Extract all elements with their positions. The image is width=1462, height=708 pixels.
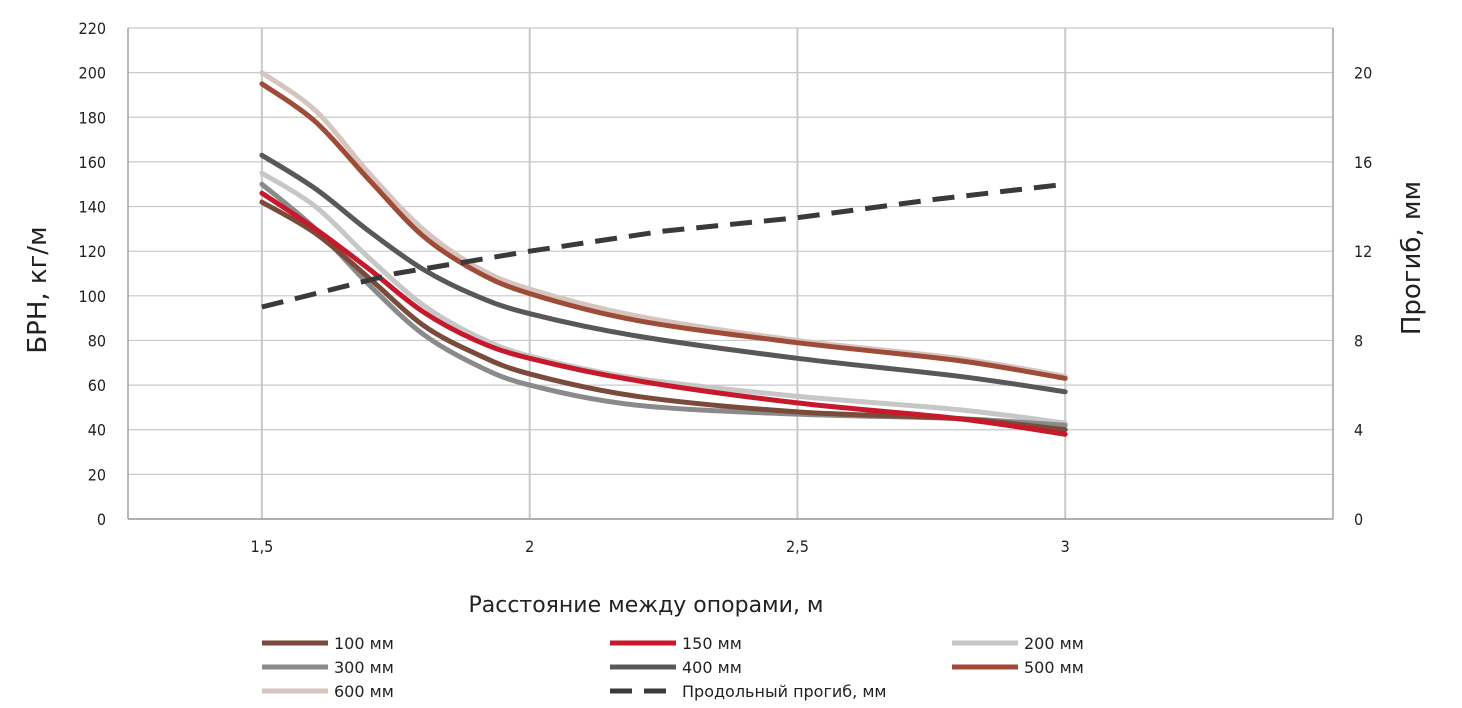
y-axis-label: БРН, кг/м <box>23 226 53 353</box>
y2-tick-label: 20 <box>1354 64 1372 83</box>
y-tick-label: 180 <box>79 108 106 127</box>
y2-tick-label: 4 <box>1354 421 1363 440</box>
legend-item-600-мм: 600 мм <box>262 682 394 701</box>
legend-label: 600 мм <box>334 682 394 701</box>
plot-frame <box>127 28 1334 520</box>
y2-axis-label: Прогиб, мм <box>1397 181 1427 335</box>
x-tick-label: 2 <box>525 537 534 556</box>
y-tick-label: 80 <box>88 331 106 350</box>
y2-tick-label: 0 <box>1354 510 1363 529</box>
legend-label: Продольный прогиб, мм <box>682 682 886 701</box>
y2-tick-label: 12 <box>1354 242 1372 261</box>
y-tick-label: 20 <box>88 465 106 484</box>
x-tick-label: 3 <box>1061 537 1070 556</box>
y-tick-label: 40 <box>88 421 106 440</box>
series-line-100-мм <box>259 199 1068 433</box>
y2-tick-label: 8 <box>1354 331 1363 350</box>
grid-lines <box>128 27 1333 520</box>
y-tick-label: 100 <box>79 287 106 306</box>
legend-label: 500 мм <box>1024 658 1084 677</box>
legend: 100 мм 150 мм 200 мм 300 мм 400 мм 500 мм 600 … <box>262 634 1084 701</box>
legend-item-150-мм: 150 мм <box>610 634 742 653</box>
legend-item-500-мм: 500 мм <box>952 658 1084 677</box>
x-axis-label: Расстояние между опорами, м <box>468 593 823 618</box>
y-tick-label: 160 <box>79 153 106 172</box>
legend-label: 400 мм <box>682 658 742 677</box>
x-tick-label: 1,5 <box>250 537 273 556</box>
y-tick-label: 0 <box>97 510 106 529</box>
legend-item-200-мм: 200 мм <box>952 634 1084 653</box>
y2-tick-label: 16 <box>1354 153 1372 172</box>
legend-item-100-мм: 100 мм <box>262 634 394 653</box>
legend-label: 300 мм <box>334 658 394 677</box>
y-tick-label: 120 <box>79 242 106 261</box>
legend-label: 150 мм <box>682 634 742 653</box>
y-tick-label: 200 <box>79 64 106 83</box>
legend-item-400-мм: 400 мм <box>610 658 742 677</box>
x-tick-label: 2,5 <box>786 537 809 556</box>
legend-item-продольный-прогиб-мм: Продольный прогиб, мм <box>610 682 886 701</box>
series-line-продольный-прогиб-мм <box>261 181 1066 310</box>
series-line-300-мм <box>259 181 1068 428</box>
tick-labels: 0 20 40 60 80 100 120 140 160 180 200 220 0 4 8 12 16 20 1… <box>79 19 1373 556</box>
legend-item-300-мм: 300 мм <box>262 658 394 677</box>
series-lines <box>259 70 1068 437</box>
legend-label: 200 мм <box>1024 634 1084 653</box>
y-tick-label: 220 <box>79 19 106 38</box>
series-line-400-мм <box>259 152 1068 395</box>
legend-label: 100 мм <box>334 634 394 653</box>
y-tick-label: 140 <box>79 198 106 217</box>
series-line-500-мм <box>259 81 1068 381</box>
series-line-600-мм <box>259 70 1068 379</box>
series-line-150-мм <box>259 190 1068 437</box>
y-tick-label: 60 <box>88 376 106 395</box>
